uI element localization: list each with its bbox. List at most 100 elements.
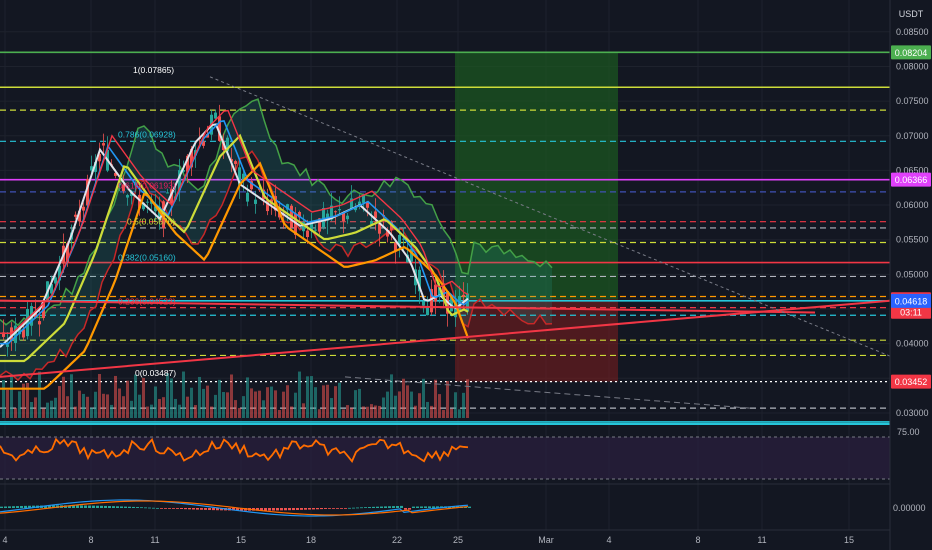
macd-bar — [240, 508, 243, 511]
candle-body — [14, 325, 17, 343]
volume-bar — [250, 388, 253, 418]
price-line-white — [0, 123, 469, 348]
macd-bar — [140, 507, 143, 509]
volume-bar — [210, 406, 213, 418]
volume-bar — [150, 404, 153, 418]
candle-body — [190, 148, 193, 168]
volume-bar — [130, 400, 133, 418]
macd-bar — [104, 505, 107, 508]
volume-bar — [194, 405, 197, 418]
macd-bar — [304, 508, 307, 510]
fib-label: 0.786(0.06928) — [118, 130, 176, 140]
volume-bar — [158, 398, 161, 418]
candle-body — [18, 326, 21, 335]
volume-bar — [370, 404, 373, 418]
volume-bar — [190, 387, 193, 418]
volume-bar — [206, 385, 209, 418]
volume-bar — [302, 403, 305, 418]
volume-bar — [62, 376, 65, 418]
currency-label: USDT — [899, 9, 924, 19]
macd-bar — [88, 505, 91, 508]
volume-bar — [358, 388, 361, 418]
price-tag-box — [891, 45, 931, 60]
candle-body — [226, 137, 229, 152]
macd-bar — [124, 506, 127, 508]
candle-body — [250, 181, 253, 190]
macd-bar — [376, 506, 379, 508]
volume-bar — [22, 383, 25, 418]
volume-bar — [282, 391, 285, 418]
macd-bar — [164, 508, 167, 509]
candle-body — [426, 306, 429, 316]
macd-bar — [400, 505, 403, 508]
moving-averages — [0, 109, 470, 390]
candle-body — [54, 277, 57, 284]
candle-body — [86, 179, 89, 206]
macd-bar — [20, 505, 23, 508]
macd-bar — [332, 508, 335, 509]
volume-bar — [122, 396, 125, 418]
volume-bar — [66, 396, 69, 418]
volume-bar — [182, 371, 185, 418]
fib-label: 0.5(0.05676) — [127, 217, 175, 227]
volume-bar — [34, 397, 37, 418]
volume-bar — [226, 392, 229, 418]
price-tick-label: 0.07000 — [896, 131, 929, 141]
volume-bar — [274, 390, 277, 418]
volume-bar — [454, 392, 457, 418]
macd-bar — [68, 505, 71, 508]
candle-body — [178, 170, 181, 191]
candle-body — [322, 207, 325, 228]
macd-bar — [288, 508, 291, 511]
volume-bar — [38, 371, 41, 418]
candle-body — [418, 269, 421, 292]
macd-bar — [72, 505, 75, 508]
candle-body — [458, 296, 461, 311]
macd-bar — [320, 508, 323, 510]
fib-label: 0(0.03487) — [135, 368, 176, 378]
volume-bar — [290, 406, 293, 418]
macd-bar — [116, 506, 119, 508]
candle-body — [66, 243, 69, 263]
macd-bar — [272, 508, 275, 511]
volume-bar — [198, 376, 201, 418]
macd-bar — [24, 505, 27, 508]
macd-bar — [324, 508, 327, 509]
time-axis-label: 4 — [2, 535, 7, 545]
macd-bar — [360, 507, 363, 509]
candle-body — [410, 248, 413, 262]
volume-bar — [374, 405, 377, 418]
time-axis-label: 11 — [150, 535, 159, 545]
macd-bar — [216, 508, 219, 511]
price-tick-label: 0.06000 — [896, 200, 929, 210]
macd-bar — [436, 506, 439, 508]
macd-bar — [100, 505, 103, 508]
volume-bar — [318, 409, 321, 418]
macd-bar — [388, 506, 391, 508]
trend-line-dotted — [209, 76, 891, 357]
candle-body — [286, 204, 289, 210]
candle-body — [182, 170, 185, 172]
time-axis-labels[interactable]: 4 8 11 15 18 22 25 Mar 4 8 11 15 — [2, 535, 854, 545]
volume-bar — [362, 406, 365, 418]
candle-body — [298, 211, 301, 218]
volume-bar — [458, 409, 461, 418]
volume-bar — [42, 408, 45, 418]
volume-bar — [178, 404, 181, 418]
candle-body — [238, 167, 241, 186]
macd-bar — [188, 508, 191, 510]
candle-body — [214, 112, 217, 119]
macd-bar — [364, 507, 367, 508]
macd-bar — [392, 506, 395, 508]
volume-bar — [310, 376, 313, 418]
time-axis-label: 8 — [88, 535, 93, 545]
volume-bar — [18, 391, 21, 418]
macd-bar — [128, 506, 131, 508]
price-scale[interactable] — [890, 0, 932, 530]
volume-bar — [98, 373, 101, 418]
price-tick-label: 0.05500 — [896, 235, 929, 245]
macd-bar — [368, 507, 371, 508]
volume-bar — [406, 385, 409, 418]
price-tick-label: 0.03000 — [896, 408, 929, 418]
